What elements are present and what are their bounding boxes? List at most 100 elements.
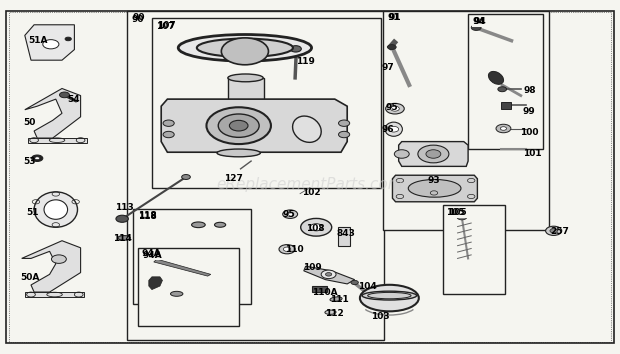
Ellipse shape (489, 72, 503, 84)
Polygon shape (392, 175, 477, 202)
Ellipse shape (360, 285, 419, 312)
Ellipse shape (44, 200, 68, 219)
Circle shape (550, 229, 557, 233)
Text: 105: 105 (448, 208, 467, 217)
Text: eReplacementParts.com: eReplacementParts.com (216, 177, 404, 192)
Circle shape (457, 214, 467, 220)
Circle shape (301, 218, 332, 236)
Ellipse shape (118, 236, 130, 240)
Bar (127, 11, 384, 340)
Circle shape (471, 25, 481, 30)
Circle shape (229, 120, 248, 131)
Text: 90: 90 (132, 13, 144, 22)
Circle shape (321, 270, 336, 279)
Circle shape (388, 45, 396, 50)
Circle shape (163, 120, 174, 126)
Text: 105: 105 (446, 208, 465, 217)
Bar (468, 14, 542, 149)
Circle shape (116, 215, 128, 222)
Polygon shape (25, 292, 84, 297)
Text: 94: 94 (472, 17, 485, 26)
Bar (338, 227, 350, 246)
Text: 99: 99 (523, 107, 536, 116)
Bar (152, 18, 381, 188)
Circle shape (283, 247, 291, 251)
Text: 95: 95 (386, 103, 398, 113)
Text: 50A: 50A (20, 273, 39, 282)
Bar (501, 102, 511, 109)
Ellipse shape (170, 291, 183, 296)
Circle shape (310, 224, 322, 231)
Circle shape (182, 175, 190, 179)
Text: 53: 53 (24, 156, 36, 166)
Ellipse shape (228, 74, 263, 82)
Text: 90: 90 (131, 15, 144, 24)
Text: 50: 50 (24, 118, 36, 127)
Polygon shape (25, 25, 74, 60)
Text: 112: 112 (326, 309, 344, 318)
Polygon shape (228, 78, 264, 127)
Bar (312, 286, 327, 292)
Text: 94: 94 (473, 17, 486, 26)
Text: 118: 118 (138, 211, 156, 221)
Circle shape (496, 124, 511, 133)
Circle shape (339, 120, 350, 126)
Circle shape (498, 87, 507, 92)
Polygon shape (149, 277, 162, 290)
Polygon shape (22, 241, 81, 292)
Bar (383, 11, 549, 230)
Ellipse shape (179, 35, 312, 61)
Text: 118: 118 (138, 212, 157, 221)
Circle shape (500, 127, 507, 130)
Circle shape (426, 150, 441, 158)
Bar (443, 205, 505, 294)
Circle shape (290, 46, 301, 52)
Text: 114: 114 (113, 234, 132, 244)
Ellipse shape (34, 192, 78, 227)
Circle shape (221, 38, 268, 65)
Text: 257: 257 (551, 227, 569, 236)
Circle shape (546, 226, 562, 235)
Bar (133, 209, 251, 304)
Ellipse shape (385, 122, 402, 136)
Circle shape (32, 155, 43, 161)
Ellipse shape (362, 291, 417, 300)
Circle shape (218, 114, 259, 137)
Text: 101: 101 (523, 149, 541, 159)
Circle shape (386, 103, 404, 114)
Ellipse shape (293, 116, 321, 142)
Circle shape (326, 273, 332, 276)
Ellipse shape (217, 149, 260, 157)
Text: 95: 95 (282, 210, 294, 219)
Text: 843: 843 (337, 229, 355, 238)
Text: 108: 108 (306, 224, 324, 233)
Circle shape (65, 37, 71, 41)
Ellipse shape (325, 310, 336, 314)
Ellipse shape (330, 297, 342, 301)
Circle shape (283, 210, 298, 218)
Circle shape (60, 92, 69, 98)
Ellipse shape (215, 222, 226, 227)
Bar (138, 248, 239, 326)
Circle shape (418, 145, 449, 163)
Circle shape (51, 255, 66, 263)
Text: 104: 104 (358, 282, 377, 291)
Text: 100: 100 (520, 128, 538, 137)
Circle shape (351, 280, 358, 285)
Text: 54: 54 (67, 95, 79, 104)
Circle shape (35, 157, 40, 160)
Text: 127: 127 (224, 174, 243, 183)
Text: 107: 107 (156, 22, 175, 31)
Ellipse shape (408, 179, 461, 197)
Text: 98: 98 (524, 86, 536, 95)
Circle shape (206, 107, 271, 144)
Text: 110A: 110A (312, 287, 337, 297)
Ellipse shape (192, 222, 205, 228)
Text: 97: 97 (381, 63, 394, 72)
Text: 110: 110 (285, 245, 304, 254)
Circle shape (286, 212, 294, 216)
Text: 96: 96 (381, 125, 394, 134)
Text: 119: 119 (296, 57, 314, 67)
Text: 51A: 51A (28, 36, 47, 45)
Circle shape (389, 126, 399, 132)
